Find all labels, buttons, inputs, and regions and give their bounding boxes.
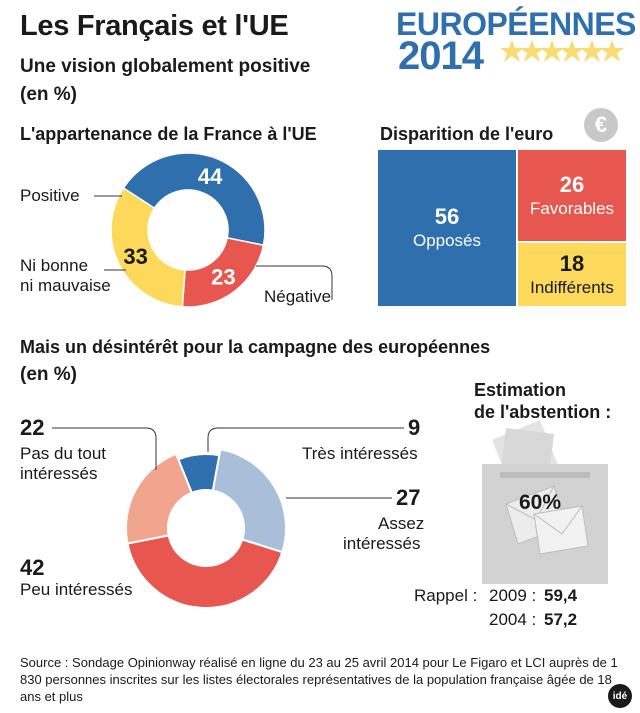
- chart3-slice-pas: [125, 452, 194, 545]
- chart2-cell-indifferents: 18 Indifférents: [518, 243, 626, 306]
- chart3-unit: (en %): [20, 364, 77, 385]
- chart1-slice-negative: [181, 237, 265, 308]
- rappel-value-2004: 57,2: [544, 610, 578, 629]
- chart3-value-pas: 22: [20, 415, 45, 440]
- source-note: Source : Sondage Opinionway réalisé en l…: [20, 655, 618, 704]
- chart2-value-indifferents: 18: [559, 250, 585, 276]
- abstention-title-2: de l'abstention :: [474, 402, 612, 422]
- chart1-label-neutral-2: ni mauvaise: [20, 276, 111, 295]
- chart1-slice-neutral: [110, 187, 186, 308]
- chart2-value-opposes: 56: [434, 204, 460, 229]
- chart3-label-pas-2: intéressés: [20, 464, 98, 483]
- brand-europeennes: EUROPÉENNES: [396, 6, 636, 42]
- chart1-value-positive: 44: [198, 164, 223, 189]
- chart1-slice-positive: [122, 152, 266, 247]
- chart2-cell-opposes: 56 Opposés: [378, 150, 516, 306]
- publisher-logo: idé: [608, 684, 632, 708]
- rappel-value-2009: 59,4: [544, 586, 578, 605]
- page-subtitle: Une vision globalement positive: [20, 56, 311, 77]
- chart3-label-assez-1: Assez: [378, 514, 425, 533]
- chart2-title: Disparition de l'euro: [380, 124, 554, 144]
- chart3-value-peu: 42: [20, 555, 45, 580]
- chart3-value-tres: 9: [408, 415, 421, 440]
- chart3-slice-assez: [211, 448, 287, 554]
- unit-label: (en %): [20, 84, 77, 105]
- chart2-label-opposes: Opposés: [412, 231, 482, 250]
- page-title: Les Français et l'UE: [20, 10, 289, 42]
- chart3-value-assez: 27: [396, 485, 421, 510]
- chart3-leader-line: [207, 427, 404, 452]
- chart3-label-pas-1: Pas du tout: [20, 444, 107, 463]
- chart1-leader-line: [256, 265, 333, 300]
- chart2-value-favorables: 26: [559, 171, 585, 197]
- chart3-slice-peu: [126, 534, 284, 609]
- chart3-leader-line: [52, 427, 157, 470]
- abstention-value: 60%: [518, 491, 562, 514]
- chart3-label-tres: Très intéressés: [302, 444, 418, 463]
- abstention-title-1: Estimation: [474, 380, 567, 400]
- rappel-year-2009: 2009 :: [489, 586, 537, 605]
- rappel-year-2004: 2004 :: [489, 610, 537, 629]
- chart1-label-neutral-1: Ni bonne: [20, 256, 89, 275]
- chart1-label-negative: Négative: [264, 287, 332, 306]
- euro-icon: €: [584, 108, 618, 142]
- chart3-label-assez-2: intéressés: [343, 534, 421, 553]
- chart1-title: L'appartenance de la France à l'UE: [20, 124, 317, 144]
- chart2-cell-favorables: 26 Favorables: [518, 150, 626, 241]
- chart3-title: Mais un désintérêt pour la campagne des …: [20, 337, 491, 357]
- rappel-label: Rappel :: [414, 586, 478, 605]
- chart2-label-indifferents: Indifférents: [530, 277, 614, 297]
- chart1-label-positive: Positive: [20, 186, 80, 205]
- chart2-label-favorables: Favorables: [529, 198, 615, 218]
- chart3-label-peu: Peu intéressés: [20, 580, 133, 599]
- chart1-value-negative: 23: [211, 265, 235, 290]
- chart1-value-neutral: 33: [123, 244, 147, 269]
- brand-year: 2014: [398, 34, 484, 78]
